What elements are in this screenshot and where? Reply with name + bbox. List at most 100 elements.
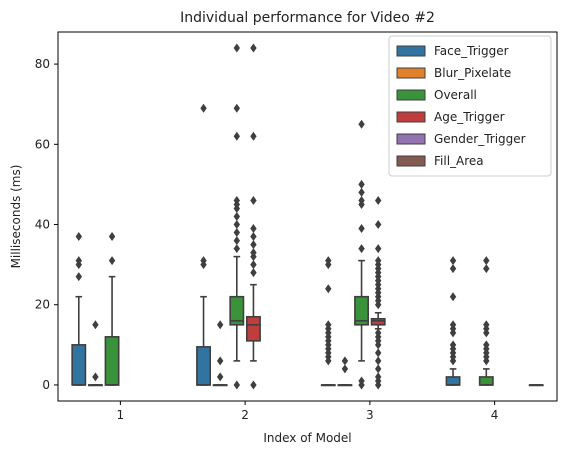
- box-face_trigger-4: [445, 256, 461, 386]
- legend-swatch: [396, 133, 426, 145]
- y-axis-label: Milliseconds (ms): [9, 165, 23, 269]
- outlier-point: [233, 228, 241, 238]
- box-overall-2: [229, 43, 245, 390]
- outlier-point: [250, 248, 257, 258]
- box-iqr: [196, 346, 211, 386]
- outlier-point: [483, 320, 490, 330]
- box-fill_area-4: [528, 384, 544, 387]
- outlier-point: [233, 236, 241, 246]
- outlier-point: [233, 244, 241, 254]
- box-face_trigger-2: [196, 103, 211, 386]
- legend-label: Face_Trigger: [434, 44, 509, 58]
- outlier-point: [216, 356, 224, 366]
- box-age_trigger-3: [370, 195, 386, 390]
- outlier-point: [108, 232, 116, 242]
- outlier-point: [233, 131, 241, 141]
- outlier-point: [449, 292, 457, 302]
- outlier-point: [233, 103, 241, 113]
- x-tick-label: 4: [491, 408, 499, 422]
- y-tick-label: 60: [35, 137, 50, 151]
- box-face_trigger-3: [320, 256, 336, 387]
- box-face_trigger-1: [71, 232, 87, 386]
- legend-label: Age_Trigger: [434, 110, 505, 124]
- box-overall-4: [478, 256, 494, 386]
- axes-frame: [57, 31, 558, 402]
- outlier-point: [374, 328, 382, 338]
- outlier-point: [374, 364, 382, 374]
- outlier-point: [374, 348, 382, 358]
- outlier-point: [341, 364, 349, 374]
- outlier-point: [358, 224, 365, 234]
- outlier-point: [449, 264, 457, 274]
- outlier-point: [358, 179, 365, 189]
- box-iqr: [229, 295, 245, 326]
- outlier-point: [449, 256, 457, 266]
- outlier-point: [358, 195, 365, 205]
- legend-swatch: [396, 89, 426, 101]
- box-iqr: [104, 336, 120, 386]
- outlier-point: [483, 256, 490, 266]
- box-blur_pixelate-1: [87, 320, 103, 387]
- plot-area: 0 20 40 60 80 1 2 3 4: [35, 31, 558, 422]
- x-tick-label: 1: [117, 408, 125, 422]
- legend: Face_Trigger Blur_Pixelate Overall Age_Trig…: [388, 35, 552, 177]
- outlier-point: [374, 256, 382, 266]
- outlier-point: [483, 340, 490, 350]
- outlier-point: [250, 224, 257, 234]
- outlier-point: [325, 256, 332, 266]
- box-blur_pixelate-2: [212, 320, 228, 387]
- outlier-point: [374, 220, 382, 230]
- outlier-point: [92, 372, 99, 382]
- outlier-point: [216, 372, 224, 382]
- outlier-point: [233, 195, 241, 205]
- legend-swatch: [396, 67, 426, 79]
- outlier-point: [250, 232, 257, 242]
- box-blur_pixelate-3: [337, 356, 353, 387]
- y-tick-label: 40: [35, 218, 50, 232]
- outlier-point: [358, 187, 365, 197]
- outlier-point: [233, 212, 241, 221]
- chart-title: Individual performance for Video #2: [180, 10, 435, 26]
- outlier-point: [250, 43, 257, 53]
- box-iqr: [245, 315, 261, 342]
- outlier-point: [449, 340, 457, 350]
- legend-label: Fill_Area: [434, 154, 484, 168]
- outlier-point: [75, 272, 82, 282]
- legend-swatch: [396, 45, 426, 57]
- outlier-point: [233, 43, 241, 53]
- outlier-point: [374, 372, 382, 382]
- y-tick-label: 20: [35, 298, 50, 312]
- outlier-point: [250, 260, 257, 270]
- x-tick-label: 2: [241, 408, 249, 422]
- outlier-point: [216, 320, 224, 330]
- legend-swatch: [396, 155, 426, 167]
- outlier-point: [325, 320, 332, 330]
- outlier-point: [374, 244, 382, 254]
- outlier-point: [108, 256, 116, 266]
- outlier-point: [449, 320, 457, 330]
- outlier-point: [75, 256, 82, 266]
- outlier-point: [374, 195, 382, 205]
- outlier-point: [250, 195, 257, 205]
- outlier-point: [341, 356, 349, 366]
- box-iqr: [478, 376, 494, 386]
- box-overall-1: [104, 232, 120, 386]
- box-iqr: [354, 295, 370, 326]
- outlier-point: [233, 380, 241, 390]
- y-tick-label: 80: [35, 57, 50, 71]
- outlier-point: [250, 131, 257, 141]
- outlier-point: [358, 376, 365, 386]
- outlier-point: [200, 103, 207, 113]
- outlier-point: [374, 356, 382, 366]
- y-tick-label: 0: [42, 378, 50, 392]
- outlier-point: [250, 240, 257, 250]
- box-iqr: [445, 376, 461, 386]
- box-overall-3: [354, 119, 370, 390]
- legend-label: Gender_Trigger: [434, 132, 526, 146]
- box-iqr: [370, 317, 386, 326]
- outlier-point: [483, 264, 490, 274]
- legend-label: Blur_Pixelate: [434, 66, 511, 80]
- outlier-point: [250, 380, 257, 390]
- outlier-point: [358, 244, 365, 254]
